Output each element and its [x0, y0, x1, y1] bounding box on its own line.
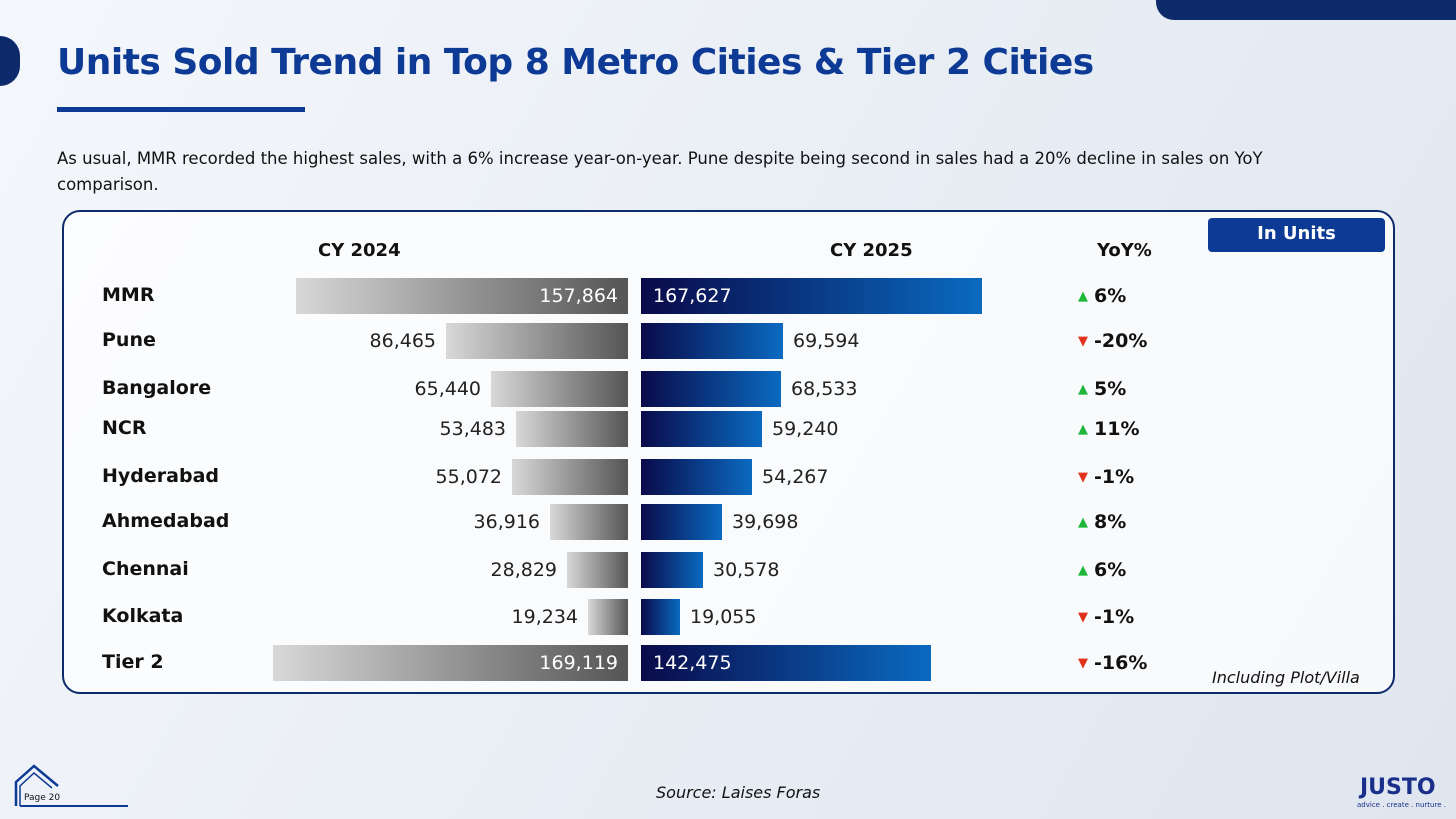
bar-cy2024: [512, 459, 628, 495]
header-cy2025: CY 2025: [830, 240, 913, 261]
yoy-value: ▼ -16%: [1078, 645, 1147, 682]
yoy-value: ▲ 6%: [1078, 278, 1126, 315]
city-label: Kolkata: [102, 605, 184, 627]
yoy-value: ▲ 6%: [1078, 552, 1126, 589]
city-label: MMR: [102, 284, 155, 306]
city-label: Tier 2: [102, 651, 164, 673]
yoy-percent: -1%: [1094, 606, 1135, 628]
value-cy2024: 65,440: [414, 378, 481, 400]
house-icon: [14, 764, 128, 807]
title-underline: [57, 107, 305, 112]
yoy-percent: 6%: [1094, 285, 1127, 307]
city-label: Ahmedabad: [102, 510, 230, 532]
units-badge: In Units: [1208, 218, 1385, 252]
justo-logo: JUSTO: [1360, 775, 1436, 800]
value-cy2025: 167,627: [653, 285, 732, 307]
city-label: Hyderabad: [102, 465, 219, 487]
yoy-percent: 6%: [1094, 559, 1127, 581]
value-cy2024: 28,829: [490, 559, 557, 581]
yoy-percent: -20%: [1094, 330, 1148, 352]
left-accent: [0, 36, 20, 86]
value-cy2024: 19,234: [511, 606, 578, 628]
bar-cy2024: [296, 278, 628, 314]
yoy-value: ▼ -1%: [1078, 459, 1134, 496]
top-accent-bar: [1156, 0, 1456, 20]
bar-cy2025: [641, 552, 703, 588]
bar-cy2024: [446, 323, 628, 359]
bar-cy2025: [641, 504, 722, 540]
bar-cy2025: [641, 278, 982, 314]
down-triangle-icon: ▼: [1078, 610, 1088, 625]
value-cy2025: 59,240: [772, 418, 839, 440]
source-text: Source: Laises Foras: [656, 783, 821, 802]
bar-cy2025: [641, 599, 680, 635]
value-cy2024: 36,916: [473, 511, 540, 533]
yoy-percent: -16%: [1094, 652, 1148, 674]
header-yoy: YoY%: [1097, 240, 1152, 261]
bar-cy2025: [641, 411, 762, 447]
bar-cy2024: [588, 599, 628, 635]
up-triangle-icon: ▲: [1078, 289, 1088, 304]
logo-tagline: advice . create . nurture .: [1357, 801, 1446, 809]
value-cy2024: 169,119: [539, 652, 618, 674]
down-triangle-icon: ▼: [1078, 470, 1088, 485]
value-cy2025: 19,055: [690, 606, 757, 628]
city-label: NCR: [102, 417, 147, 439]
page-number: Page 20: [24, 793, 61, 803]
value-cy2025: 30,578: [713, 559, 780, 581]
bar-cy2024: [491, 371, 628, 407]
down-triangle-icon: ▼: [1078, 656, 1088, 671]
yoy-value: ▲ 11%: [1078, 411, 1139, 448]
bar-cy2025: [641, 459, 752, 495]
page-title: Units Sold Trend in Top 8 Metro Cities &…: [57, 42, 1094, 83]
down-triangle-icon: ▼: [1078, 334, 1088, 349]
yoy-percent: 5%: [1094, 378, 1127, 400]
value-cy2025: 54,267: [762, 466, 829, 488]
value-cy2024: 55,072: [435, 466, 502, 488]
yoy-percent: 11%: [1094, 418, 1140, 440]
yoy-value: ▲ 8%: [1078, 504, 1126, 541]
yoy-value: ▼ -20%: [1078, 323, 1147, 360]
up-triangle-icon: ▲: [1078, 563, 1088, 578]
up-triangle-icon: ▲: [1078, 515, 1088, 530]
subtitle: As usual, MMR recorded the highest sales…: [57, 149, 1263, 194]
header-cy2024: CY 2024: [318, 240, 401, 261]
yoy-value: ▲ 5%: [1078, 371, 1126, 408]
city-label: Chennai: [102, 558, 189, 580]
value-cy2025: 68,533: [791, 378, 858, 400]
bar-cy2024: [567, 552, 628, 588]
value-cy2024: 53,483: [439, 418, 506, 440]
yoy-percent: -1%: [1094, 466, 1135, 488]
up-triangle-icon: ▲: [1078, 422, 1088, 437]
value-cy2025: 69,594: [793, 330, 860, 352]
value-cy2024: 157,864: [539, 285, 618, 307]
bar-cy2025: [641, 371, 781, 407]
yoy-percent: 8%: [1094, 511, 1127, 533]
bar-cy2025: [641, 645, 931, 681]
value-cy2024: 86,465: [369, 330, 436, 352]
yoy-value: ▼ -1%: [1078, 599, 1134, 636]
value-cy2025: 39,698: [732, 511, 799, 533]
bar-cy2025: [641, 323, 783, 359]
value-cy2025: 142,475: [653, 652, 732, 674]
plot-villa-note: Including Plot/Villa: [1212, 668, 1360, 687]
city-label: Bangalore: [102, 377, 212, 399]
city-label: Pune: [102, 329, 156, 351]
up-triangle-icon: ▲: [1078, 382, 1088, 397]
bar-cy2024: [550, 504, 628, 540]
bar-cy2024: [516, 411, 628, 447]
bar-cy2024: [273, 645, 628, 681]
